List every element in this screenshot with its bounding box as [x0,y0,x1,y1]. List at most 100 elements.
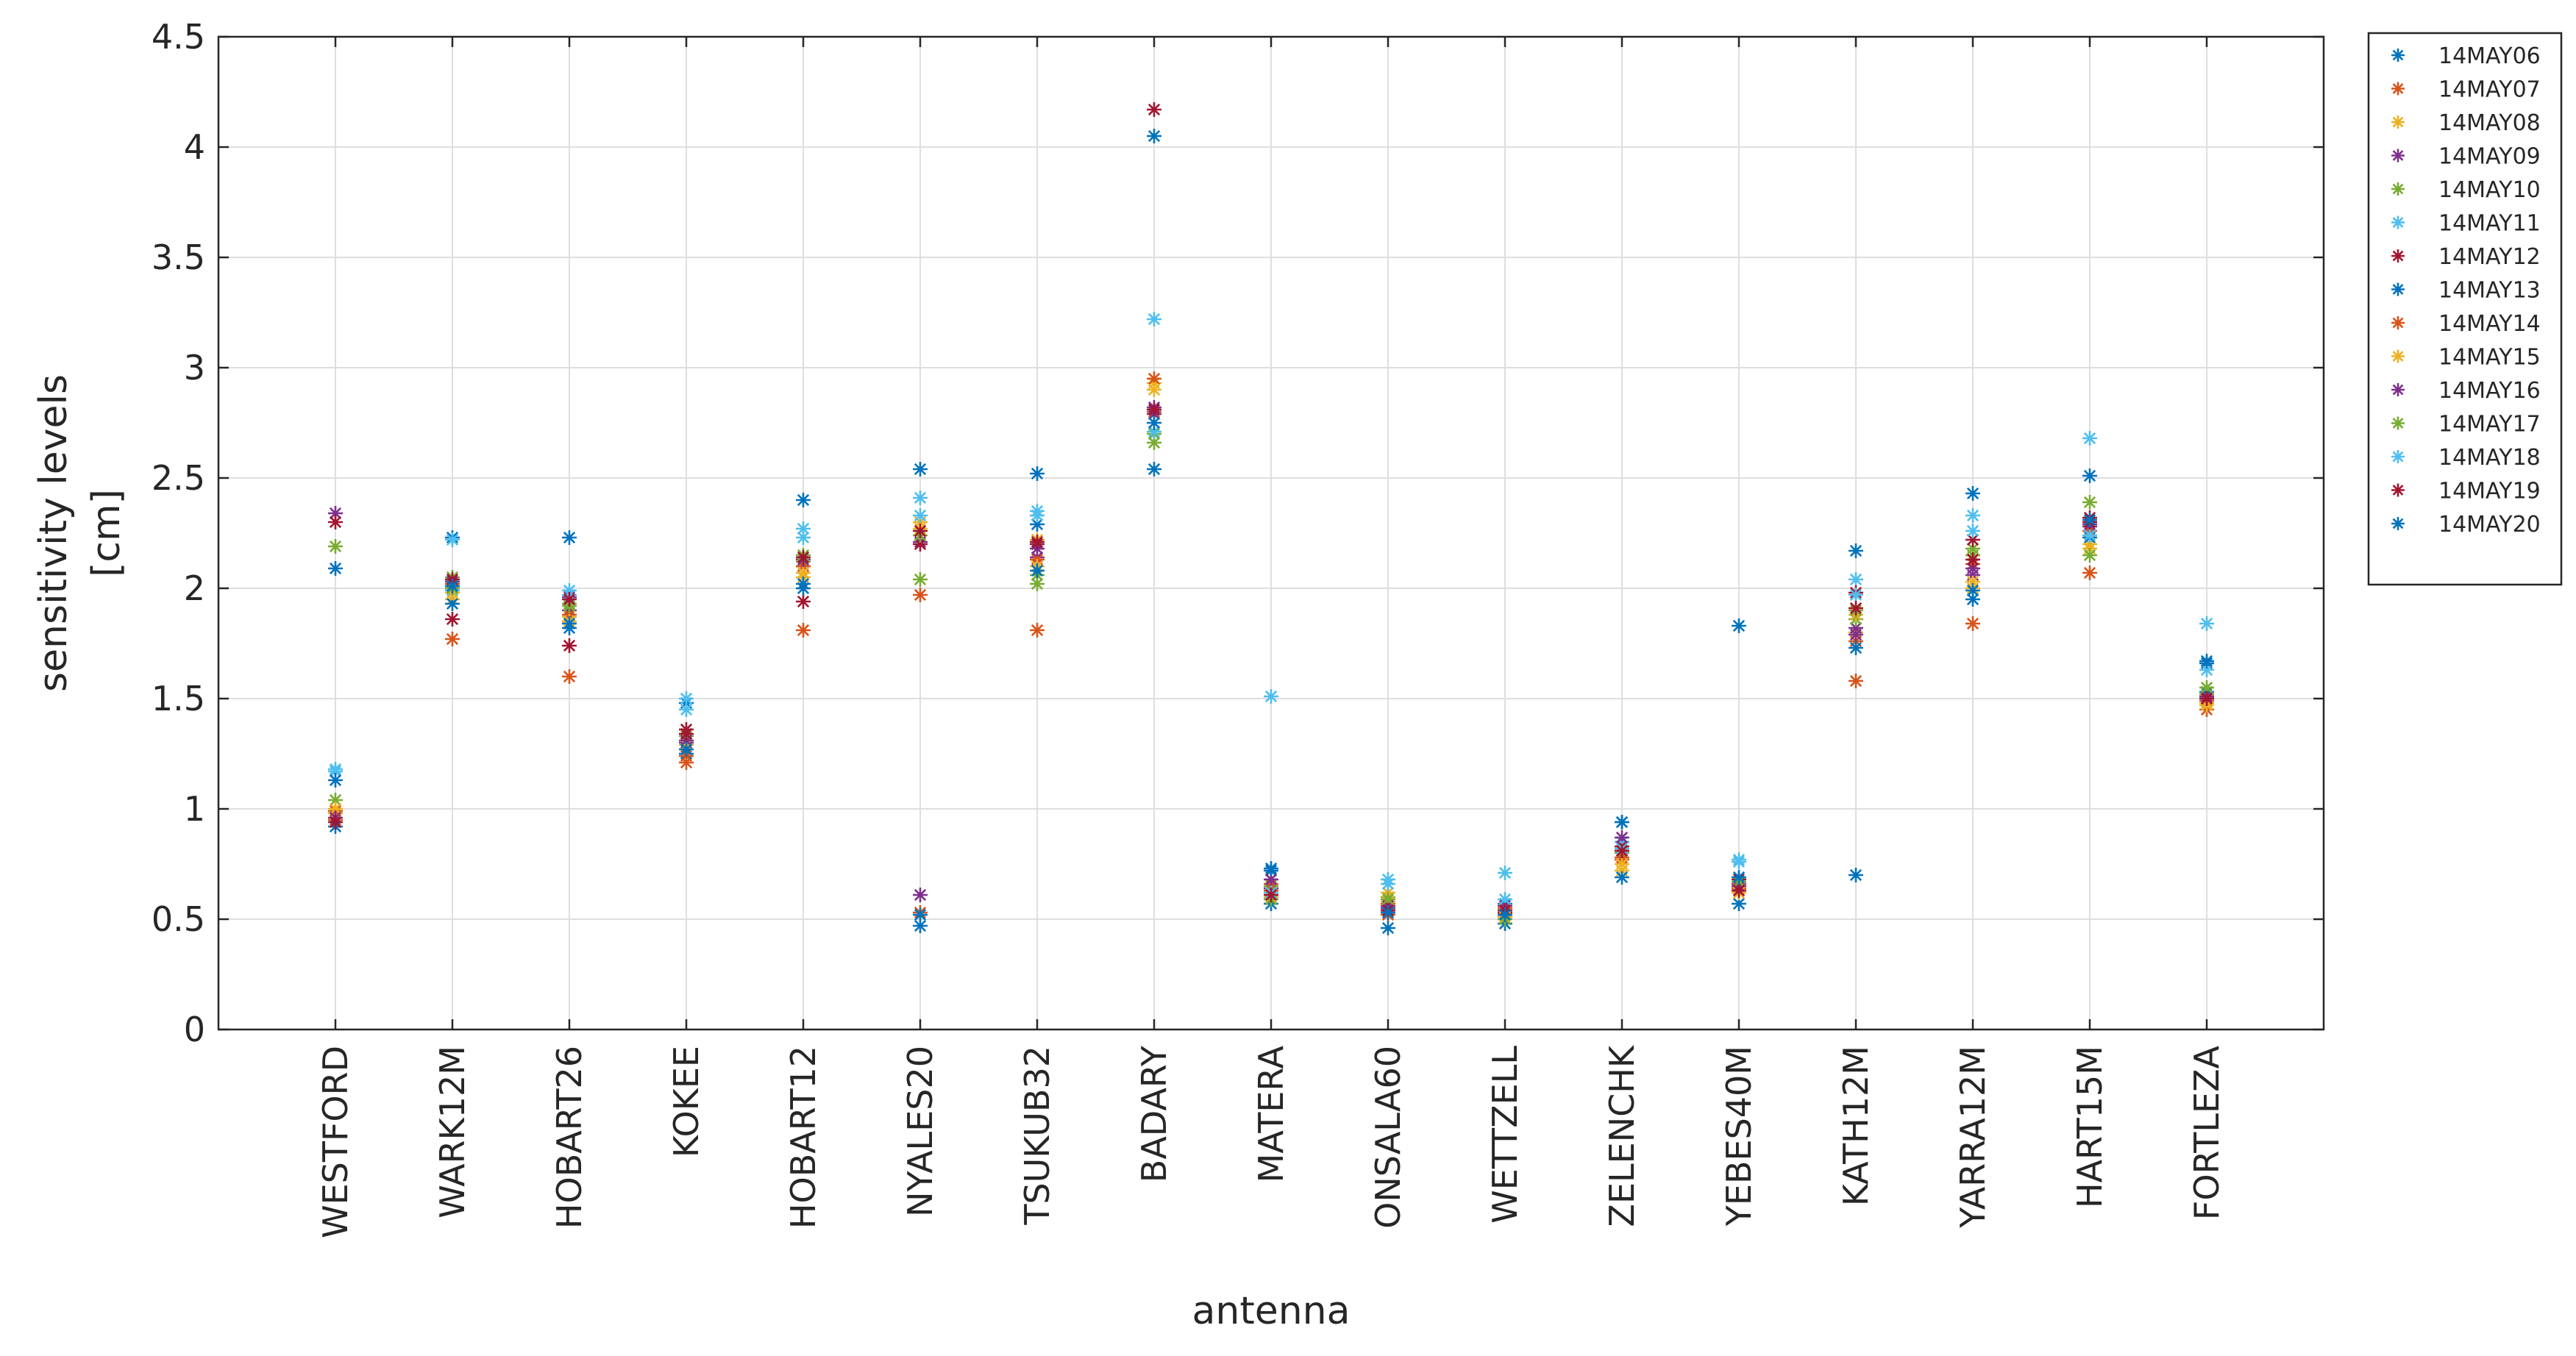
legend-marker-14may10 [2391,182,2405,196]
x-tick-label-yebes40m: YEBES40M [1719,1046,1759,1227]
legend-marker-14may09 [2391,149,2405,163]
legend-label: 14MAY19 [2438,479,2541,504]
legend-marker-14may11 [2391,215,2405,229]
x-tick-label-zelenchk: ZELENCHK [1602,1044,1642,1227]
data-point-14may17-fortleza [2199,680,2214,695]
y-tick-label: 0 [184,1010,205,1049]
legend-label: 14MAY12 [2438,244,2541,270]
data-point-14may06-hart15m [2082,468,2097,483]
data-point-14may06-kath12m [1849,543,1863,558]
data-point-14may12-hobart26 [562,638,577,653]
y-tick-label: 4 [184,127,205,167]
data-point-14may20-kokee [679,742,694,757]
legend-label: 14MAY10 [2438,177,2541,203]
legend-entry-14may09: 14MAY09 [2391,144,2541,170]
legend-marker-14may20 [2391,517,2405,530]
data-point-14may11-kath12m [1849,572,1863,587]
x-tick-label-nyales20: NYALES20 [900,1046,940,1217]
data-point-14may07-kath12m [1849,674,1863,688]
data-point-14may19-kokee [679,727,694,741]
data-point-14may17-tsukub32 [1030,577,1045,591]
data-point-14may07-hobart12 [796,623,811,638]
data-point-14may20-nyales20 [913,907,928,922]
x-tick-label-tsukub32: TSUKUB32 [1017,1046,1057,1226]
legend: 14MAY06 14MAY07 14MAY08 14MAY09 14MAY10 14MAY… [2367,32,2563,586]
y-tick-label: 4.5 [152,17,205,57]
data-point-14may06-westford [328,561,343,576]
x-tick-label-kokee: KOKEE [666,1046,706,1157]
data-point-14may20-kath12m [1849,640,1863,655]
data-point-14may18-kath12m [1849,588,1863,602]
data-point-14may07-wark12m [445,632,460,646]
legend-marker-14may14 [2391,316,2405,329]
legend-marker-14may16 [2391,383,2405,396]
data-point-14may06-yebes40m [1732,618,1746,633]
y-tick-label: 0.5 [152,899,205,939]
x-tick-label-fortleza: FORTLEZA [2187,1045,2227,1220]
data-point-14may18-yebes40m [1732,852,1746,867]
data-point-14may19-yarra12m [1965,552,1980,567]
data-point-14may18-yarra12m [1965,524,1980,538]
data-point-14may20-hart15m [2082,513,2097,527]
x-axis-label: antenna [1192,1289,1351,1333]
data-point-14may17-hart15m [2082,548,2097,563]
data-point-14may07-hart15m [2082,565,2097,580]
legend-entry-14may20: 14MAY20 [2391,512,2541,538]
legend-entry-14may15: 14MAY15 [2391,345,2541,371]
legend-entry-14may13: 14MAY13 [2391,278,2541,304]
data-point-14may10-hart15m [2082,495,2097,510]
data-point-14may18-onsala60 [1381,877,1395,891]
legend-label: 14MAY18 [2438,445,2541,471]
data-point-14may19-hobart12 [796,550,811,565]
data-point-14may20-fortleza [2199,654,2214,668]
data-point-14may20-hobart26 [562,616,577,631]
data-point-14may17-westford [328,539,343,554]
y-tick-label: 2 [184,568,205,608]
data-point-14may18-kokee [679,702,694,717]
data-point-14may18-hobart12 [796,530,811,545]
data-point-14may10-westford [328,793,343,807]
data-point-14may11-fortleza [2199,616,2214,631]
data-point-14may20-badary [1147,415,1161,430]
legend-marker-14may18 [2391,450,2405,463]
data-point-14may10-nyales20 [913,572,928,587]
x-axis-ticks: WESTFORD WARK12M HOBART26 KOKEE HOBART12 NYAL… [316,37,2227,1238]
data-point-14may18-fortleza [2199,663,2214,677]
data-point-14may06-hobart26 [562,530,577,545]
legend-marker-14may17 [2391,416,2405,430]
data-point-14may18-tsukub32 [1030,508,1045,523]
legend-label: 14MAY09 [2438,144,2541,170]
data-point-14may19-matera [1264,888,1278,902]
data-point-14may06-yarra12m [1965,486,1980,501]
legend-label: 14MAY16 [2438,378,2541,404]
data-point-14may20-onsala60 [1381,905,1395,920]
data-point-14may07-yarra12m [1965,616,1980,631]
legend-entry-14may14: 14MAY14 [2391,311,2541,337]
legend-label: 14MAY08 [2438,110,2541,136]
legend-marker-14may12 [2391,249,2405,263]
x-tick-label-onsala60: ONSALA60 [1368,1046,1408,1229]
y-tick-label: 1 [184,789,205,829]
x-tick-label-yarra12m: YARRA12M [1953,1046,1993,1229]
data-point-14may11-hobart12 [796,521,811,536]
legend-label: 14MAY20 [2438,512,2541,538]
data-point-14may19-kath12m [1849,601,1863,615]
data-point-14may15-badary [1147,382,1161,397]
legend-label: 14MAY17 [2438,412,2541,438]
legend-label: 14MAY15 [2438,345,2541,371]
data-point-14may11-wettzell [1498,866,1512,880]
x-tick-label-badary: BADARY [1134,1045,1174,1182]
data-point-14may20-matera [1264,861,1278,876]
data-point-14may20-yarra12m [1965,583,1980,598]
y-axis-label-line2: [cm] [85,489,129,577]
legend-label: 14MAY06 [2438,43,2541,69]
y-tick-label: 3.5 [152,238,205,277]
legend-label: 14MAY07 [2438,77,2541,103]
data-point-14may13-zelenchk [1615,870,1629,885]
legend-entry-14may16: 14MAY16 [2391,378,2541,404]
data-point-14may16-zelenchk [1615,830,1629,845]
data-point-14may20-westford [328,773,343,788]
y-axis-label-line1: sensitivity levels [32,374,76,692]
data-point-14may20-tsukub32 [1030,563,1045,578]
